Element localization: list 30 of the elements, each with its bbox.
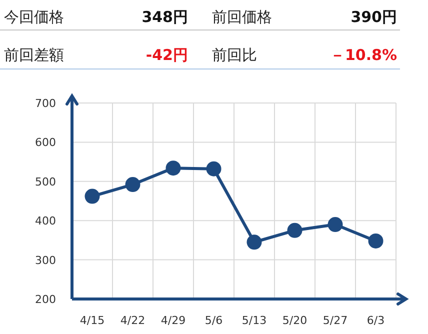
text: 390円 — [350, 8, 397, 26]
point — [287, 222, 302, 238]
text: 348円 — [142, 8, 188, 26]
point — [328, 217, 343, 232]
point — [246, 234, 262, 250]
point — [206, 161, 222, 176]
point — [84, 188, 100, 204]
point — [368, 233, 384, 248]
x-tick-label: 6/3 — [366, 314, 385, 327]
y-tick-label: 700 — [35, 97, 56, 110]
point — [125, 177, 140, 192]
y-tick-label: 200 — [35, 293, 56, 306]
x-tick-label: 5/27 — [322, 314, 348, 327]
text: 前回価格 — [212, 8, 272, 26]
x-tick-label: 4/15 — [80, 314, 105, 327]
y-tick-label: 300 — [35, 254, 56, 267]
text: 前回比 — [212, 46, 257, 64]
y-tick-label: 600 — [35, 136, 56, 150]
x-tick-label: 5/13 — [242, 314, 267, 327]
text: -42円 — [146, 46, 188, 64]
text: 前回差額 — [4, 46, 64, 64]
x-tick-label: 5/6 — [204, 314, 223, 327]
text: －10.8% — [330, 46, 397, 64]
y-tick-label: 400 — [35, 214, 56, 228]
point — [166, 160, 181, 176]
y-tick-label: 500 — [35, 175, 56, 188]
x-tick-label: 4/29 — [160, 314, 186, 327]
x-tick-label: 5/20 — [282, 314, 308, 327]
text: 今回価格 — [4, 8, 64, 26]
x-tick-label: 4/22 — [120, 314, 146, 327]
